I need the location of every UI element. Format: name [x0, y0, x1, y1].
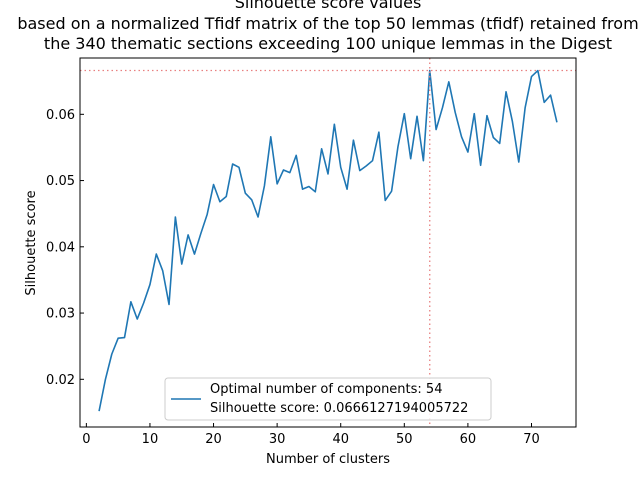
plot-frame [79, 57, 577, 428]
x-tick-label: 70 [523, 432, 540, 447]
chart-title: Silhouette score values based on a norma… [17, 0, 638, 53]
legend-line-2: Silhouette score: 0.0666127194005722 [210, 401, 468, 416]
y-tick-label: 0.06 [46, 108, 75, 123]
legend: Optimal number of components: 54 Silhoue… [164, 377, 492, 421]
plot-content [98, 69, 558, 412]
x-axis-label: Number of clusters [266, 452, 390, 467]
x-tick-label: 30 [269, 432, 286, 447]
y-tick-label: 0.03 [46, 307, 75, 322]
y-axis-label: Silhouette score [24, 190, 39, 295]
y-tick-label: 0.05 [46, 174, 75, 189]
x-tick-label: 10 [142, 432, 159, 447]
y-tick-label: 0.02 [46, 373, 75, 388]
legend-line-1: Optimal number of components: 54 [210, 382, 442, 397]
legend-box [164, 377, 492, 421]
reference-lines [80, 58, 576, 427]
y-axis-ticks: 0.02 0.03 0.04 0.05 0.06 [46, 108, 84, 388]
x-tick-label: 50 [396, 432, 413, 447]
y-tick-label: 0.04 [46, 240, 75, 255]
title-line-1: Silhouette score values [235, 0, 422, 12]
series-line-0 [98, 69, 558, 412]
title-line-2: based on a normalized Tfidf matrix of th… [17, 14, 638, 33]
x-tick-label: 40 [332, 432, 349, 447]
x-tick-label: 20 [205, 432, 222, 447]
x-axis-ticks: 0 10 20 30 40 50 60 70 [82, 423, 540, 447]
x-tick-label: 60 [460, 432, 477, 447]
title-line-3: the 340 thematic sections exceeding 100 … [44, 34, 612, 53]
x-tick-label: 0 [82, 432, 90, 447]
